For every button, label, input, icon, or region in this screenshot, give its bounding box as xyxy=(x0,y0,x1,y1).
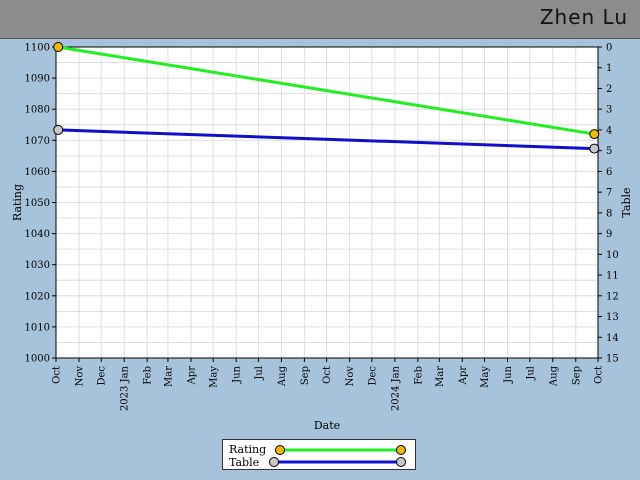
player-name: Zhen Lu xyxy=(539,5,628,29)
x-tick-label: Feb xyxy=(143,366,154,385)
y-tick-label: 1000 xyxy=(25,354,50,365)
series-marker-rating xyxy=(53,42,64,52)
y-tick-label: 1020 xyxy=(25,291,50,302)
legend-marker-table-end xyxy=(396,457,406,467)
series-line-table xyxy=(58,128,595,151)
series-marker-table xyxy=(589,143,600,154)
y2-tick-label: 3 xyxy=(606,105,612,116)
x-tick-label: 2023 Jan xyxy=(120,365,131,411)
x-tick-label: Mar xyxy=(435,366,446,387)
x-tick-label: 2024 Jan xyxy=(390,365,401,411)
y-tick-label: 1090 xyxy=(25,74,50,85)
y2-tick-label: 11 xyxy=(606,271,619,282)
y-tick-label: 1060 xyxy=(25,167,50,178)
x-tick-label: Sep xyxy=(300,366,311,385)
x-tick-label: Feb xyxy=(413,366,424,385)
y2-axis-title: Table xyxy=(620,187,633,217)
legend-label-rating: Rating xyxy=(229,443,267,456)
series-line-rating xyxy=(57,45,595,136)
y2-tick-label: 1 xyxy=(606,63,612,74)
x-tick-label: Apr xyxy=(186,366,197,386)
y-tick-label: 1050 xyxy=(25,198,50,209)
legend-swatches xyxy=(269,445,406,467)
x-tick-label: Oct xyxy=(594,366,605,384)
y2-tick-label: 0 xyxy=(606,43,612,54)
legend-label-table: Table xyxy=(229,456,260,469)
series-marker-rating xyxy=(589,129,600,140)
y2-tick-label: 2 xyxy=(606,84,612,95)
title-bar: Zhen Lu xyxy=(0,0,640,39)
x-tick-label: Mar xyxy=(163,366,174,387)
legend-item-table: Table xyxy=(229,456,259,469)
legend-marker-rating-start xyxy=(275,445,285,455)
y2-tick-label: 7 xyxy=(606,188,612,199)
x-tick-label: Nov xyxy=(74,366,85,387)
legend: Rating Table xyxy=(222,439,416,470)
x-tick-label: Dec xyxy=(97,366,108,386)
y-tick-label: 1070 xyxy=(25,136,50,147)
x-tick-label: May xyxy=(209,366,220,388)
y2-tick-label: 8 xyxy=(606,208,612,219)
x-axis-title: Date xyxy=(314,419,340,432)
x-tick-label: Apr xyxy=(458,366,469,386)
x-tick-label: Oct xyxy=(322,366,333,384)
legend-item-rating: Rating xyxy=(229,443,266,456)
y2-tick-label: 6 xyxy=(606,167,612,178)
x-tick-label: Aug xyxy=(548,365,559,387)
y-tick-label: 1040 xyxy=(25,229,50,240)
x-tick-label: Sep xyxy=(571,366,582,385)
x-tick-label: Jul xyxy=(525,366,536,381)
y-tick-label: 1100 xyxy=(25,43,50,54)
x-tick-label: Oct xyxy=(52,366,63,384)
y-tick-label: 1010 xyxy=(25,322,50,333)
y2-tick-label: 4 xyxy=(606,125,612,136)
x-tick-label: Dec xyxy=(367,366,378,386)
legend-marker-rating-end xyxy=(396,445,406,455)
y-axis-title: Rating xyxy=(11,184,24,221)
y-tick-label: 1030 xyxy=(25,260,50,271)
x-tick-label: Nov xyxy=(345,366,356,387)
y2-tick-label: 15 xyxy=(606,354,619,365)
x-tick-label: Jul xyxy=(254,366,265,381)
legend-marker-table-start xyxy=(269,457,279,467)
x-tick-label: May xyxy=(480,366,491,388)
y2-tick-label: 13 xyxy=(606,312,619,323)
y2-tick-label: 10 xyxy=(606,250,619,261)
y-tick-label: 1080 xyxy=(25,105,50,116)
y2-tick-label: 12 xyxy=(606,291,619,302)
y2-tick-label: 14 xyxy=(606,333,619,344)
x-tick-label: Aug xyxy=(277,365,288,387)
series-marker-table xyxy=(53,124,64,135)
y2-tick-label: 9 xyxy=(606,229,612,240)
y2-tick-label: 5 xyxy=(606,146,612,157)
x-tick-label: Jun xyxy=(503,365,514,383)
x-tick-label: Jun xyxy=(232,365,243,383)
